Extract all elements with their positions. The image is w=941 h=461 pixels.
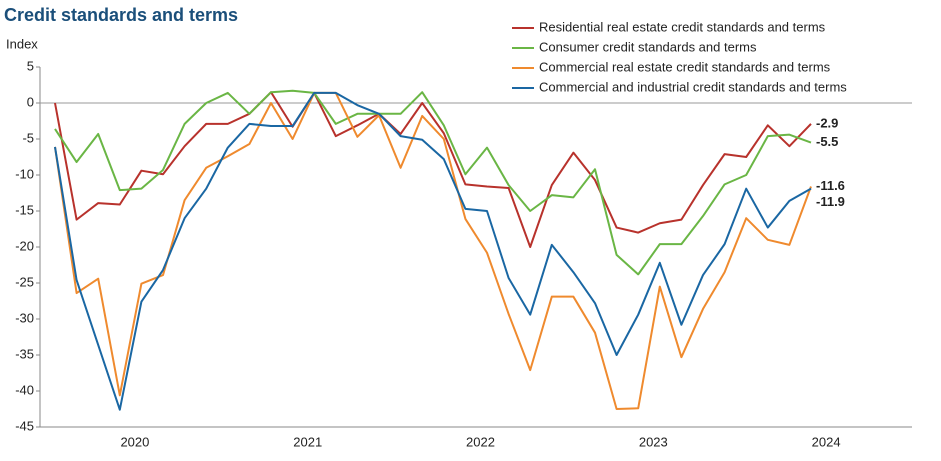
y-tick-label: -40 — [15, 382, 34, 397]
series-line — [54, 91, 812, 411]
end-label: -11.9 — [816, 194, 845, 209]
y-tick-label: -30 — [15, 310, 34, 325]
y-tick-label: -10 — [15, 166, 34, 181]
x-tick-label: 2024 — [812, 434, 841, 449]
y-tick-label: -15 — [15, 202, 34, 217]
legend-label: Commercial and industrial credit standar… — [539, 79, 847, 94]
series-line — [54, 89, 812, 276]
y-axis-label: Index — [6, 36, 38, 51]
x-tick-label: 2021 — [293, 434, 322, 449]
y-tick-label: -20 — [15, 238, 34, 253]
y-tick-label: -25 — [15, 274, 34, 289]
x-tick-label: 2022 — [466, 434, 495, 449]
chart-title: Credit standards and terms — [4, 5, 238, 25]
y-tick-label: 0 — [27, 94, 34, 109]
legend-label: Commercial real estate credit standards … — [539, 59, 831, 74]
y-tick-label: -35 — [15, 346, 34, 361]
series-line — [54, 91, 812, 410]
legend-label: Residential real estate credit standards… — [539, 19, 826, 34]
end-label: -2.9 — [816, 115, 838, 130]
end-label: -11.6 — [816, 178, 845, 193]
end-label: -5.5 — [816, 134, 838, 149]
y-tick-label: -5 — [22, 130, 34, 145]
series-line — [54, 91, 812, 248]
x-tick-label: 2020 — [120, 434, 149, 449]
legend-label: Consumer credit standards and terms — [539, 39, 757, 54]
y-tick-label: -45 — [15, 418, 34, 433]
y-tick-label: 5 — [27, 58, 34, 73]
x-tick-label: 2023 — [639, 434, 668, 449]
